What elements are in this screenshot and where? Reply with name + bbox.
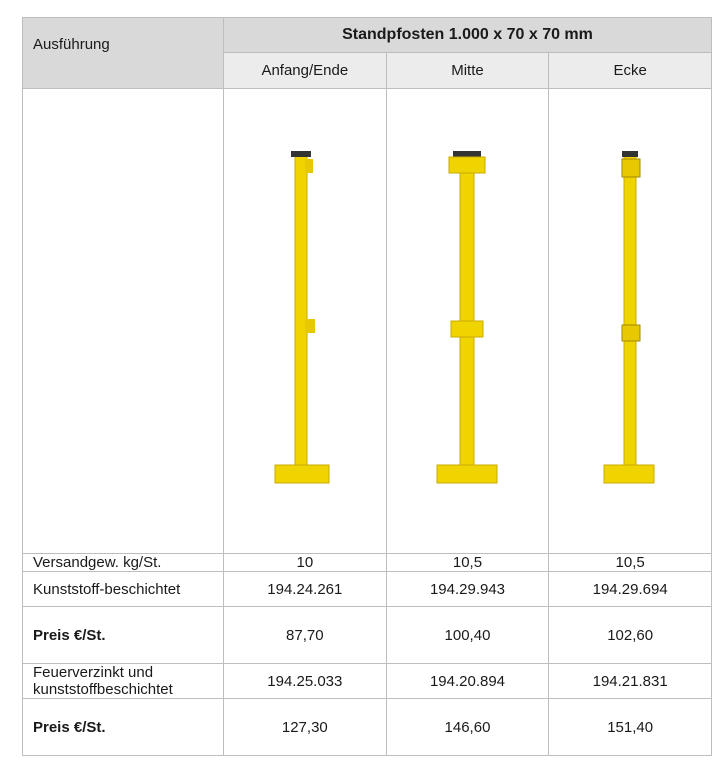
column-header: Mitte [385, 52, 550, 89]
image-row [22, 88, 712, 554]
cell: 194.25.033 [223, 663, 387, 699]
cell: 194.24.261 [223, 571, 387, 607]
cell: 87,70 [223, 606, 387, 664]
cell: 194.20.894 [385, 663, 550, 699]
row-label: Preis €/St. [22, 698, 224, 756]
post-image [436, 151, 498, 484]
empty-cell [22, 88, 224, 554]
column-header-row: Anfang/Ende Mitte Ecke [23, 52, 712, 89]
product-table: Ausführung Standpfosten 1.000 x 70 x 70 … [22, 17, 712, 756]
image-cell [548, 88, 712, 554]
cell: 194.29.694 [548, 571, 712, 607]
row-label: Versandgew. kg/St. [22, 553, 224, 572]
data-row: Kunststoff-beschichtet 194.24.261 194.29.9… [22, 571, 712, 607]
cell: 127,30 [223, 698, 387, 756]
cell: 100,40 [385, 606, 550, 664]
corner-header: Ausführung [22, 17, 224, 89]
group-header: Standpfosten 1.000 x 70 x 70 mm [223, 17, 712, 53]
cell: 10,5 [548, 553, 712, 572]
image-cell [385, 88, 550, 554]
data-row: Feuerverzinkt und kunststoffbeschichtet 1… [22, 663, 712, 699]
post-image [274, 151, 330, 484]
cell: 10,5 [385, 553, 550, 572]
image-cell [223, 88, 387, 554]
post-image [603, 151, 655, 484]
data-row: Preis €/St. 127,30 146,60 151,40 [22, 698, 712, 756]
data-row: Preis €/St. 87,70 100,40 102,60 [22, 606, 712, 664]
cell: 10 [223, 553, 387, 572]
cell: 151,40 [548, 698, 712, 756]
cell: 194.29.943 [385, 571, 550, 607]
cell: 146,60 [385, 698, 550, 756]
column-header: Anfang/Ende [223, 52, 387, 89]
cell: 102,60 [548, 606, 712, 664]
cell: 194.21.831 [548, 663, 712, 699]
column-header: Ecke [548, 52, 712, 89]
row-label: Preis €/St. [22, 606, 224, 664]
header-row: Ausführung Standpfosten 1.000 x 70 x 70 … [22, 17, 712, 89]
row-label: Feuerverzinkt und kunststoffbeschichtet [22, 663, 224, 699]
row-label: Kunststoff-beschichtet [22, 571, 224, 607]
data-row: Versandgew. kg/St. 10 10,5 10,5 [22, 553, 712, 572]
